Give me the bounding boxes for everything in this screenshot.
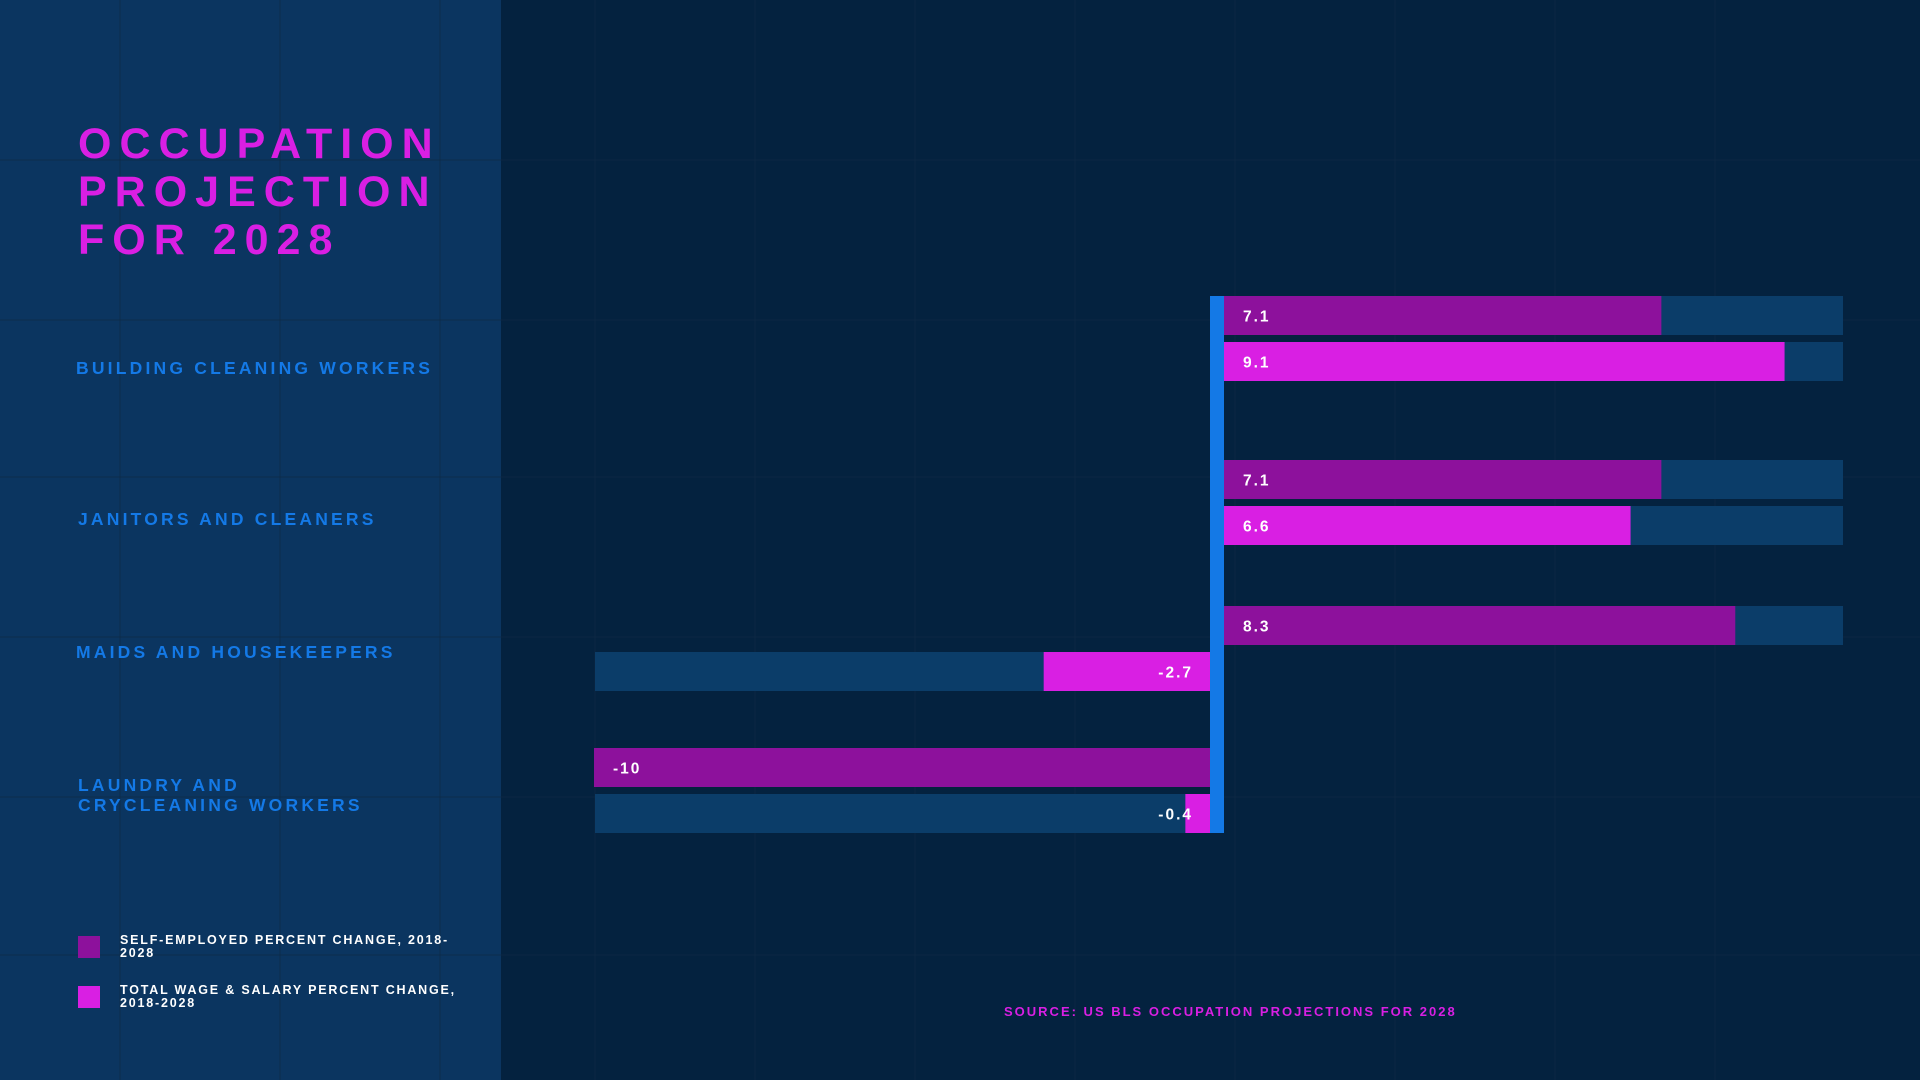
category-label-maids-and-housekeepers: MAIDS AND HOUSEKEEPERS bbox=[76, 642, 396, 662]
data-label-janitors-wage-salary: 6.6 bbox=[1243, 519, 1271, 536]
bar-laundry-wage-salary bbox=[1185, 794, 1210, 833]
bar-building-cleaning-wage-salary bbox=[1224, 342, 1785, 381]
data-label-building-cleaning-self-employed: 7.1 bbox=[1243, 309, 1271, 326]
data-label-maids-self-employed: 8.3 bbox=[1243, 619, 1271, 636]
category-label-building-cleaning-workers: BUILDING CLEANING WORKERS bbox=[76, 358, 434, 378]
legend-swatch-wage-salary bbox=[78, 986, 100, 1008]
category-label-janitors-and-cleaners: JANITORS AND CLEANERS bbox=[78, 509, 377, 529]
bar-janitors-wage-salary bbox=[1224, 506, 1631, 545]
data-label-building-cleaning-wage-salary: 9.1 bbox=[1243, 355, 1271, 372]
bar-laundry-self-employed bbox=[594, 748, 1210, 787]
bar-janitors-self-employed bbox=[1224, 460, 1662, 499]
source-note: SOURCE: US BLS OCCUPATION PROJECTIONS FO… bbox=[1004, 1004, 1457, 1019]
bar-track-laundry-wage-salary bbox=[595, 794, 1210, 833]
category-label-laundry-and-drycleaning-workers: LAUNDRY AND CRYCLEANING WORKERS bbox=[78, 775, 363, 815]
page-title: OCCUPATION PROJECTION FOR 2028 bbox=[78, 120, 441, 264]
data-label-laundry-wage-salary: -0.4 bbox=[1158, 807, 1193, 824]
left-panel bbox=[0, 0, 501, 1080]
data-label-laundry-self-employed: -10 bbox=[613, 761, 641, 778]
legend-swatch-self-employed bbox=[78, 936, 100, 958]
bar-maids-self-employed bbox=[1224, 606, 1736, 645]
bar-building-cleaning-self-employed bbox=[1224, 296, 1662, 335]
legend-label-self-employed: SELF-EMPLOYED PERCENT CHANGE, 2018-2028 bbox=[120, 933, 450, 960]
legend-label-wage-salary: TOTAL WAGE & SALARY PERCENT CHANGE, 2018… bbox=[120, 983, 456, 1010]
data-label-maids-wage-salary: -2.7 bbox=[1158, 665, 1193, 682]
bar-maids-wage-salary bbox=[1043, 652, 1210, 691]
data-label-janitors-self-employed: 7.1 bbox=[1243, 473, 1271, 490]
zero-axis bbox=[1210, 296, 1224, 833]
